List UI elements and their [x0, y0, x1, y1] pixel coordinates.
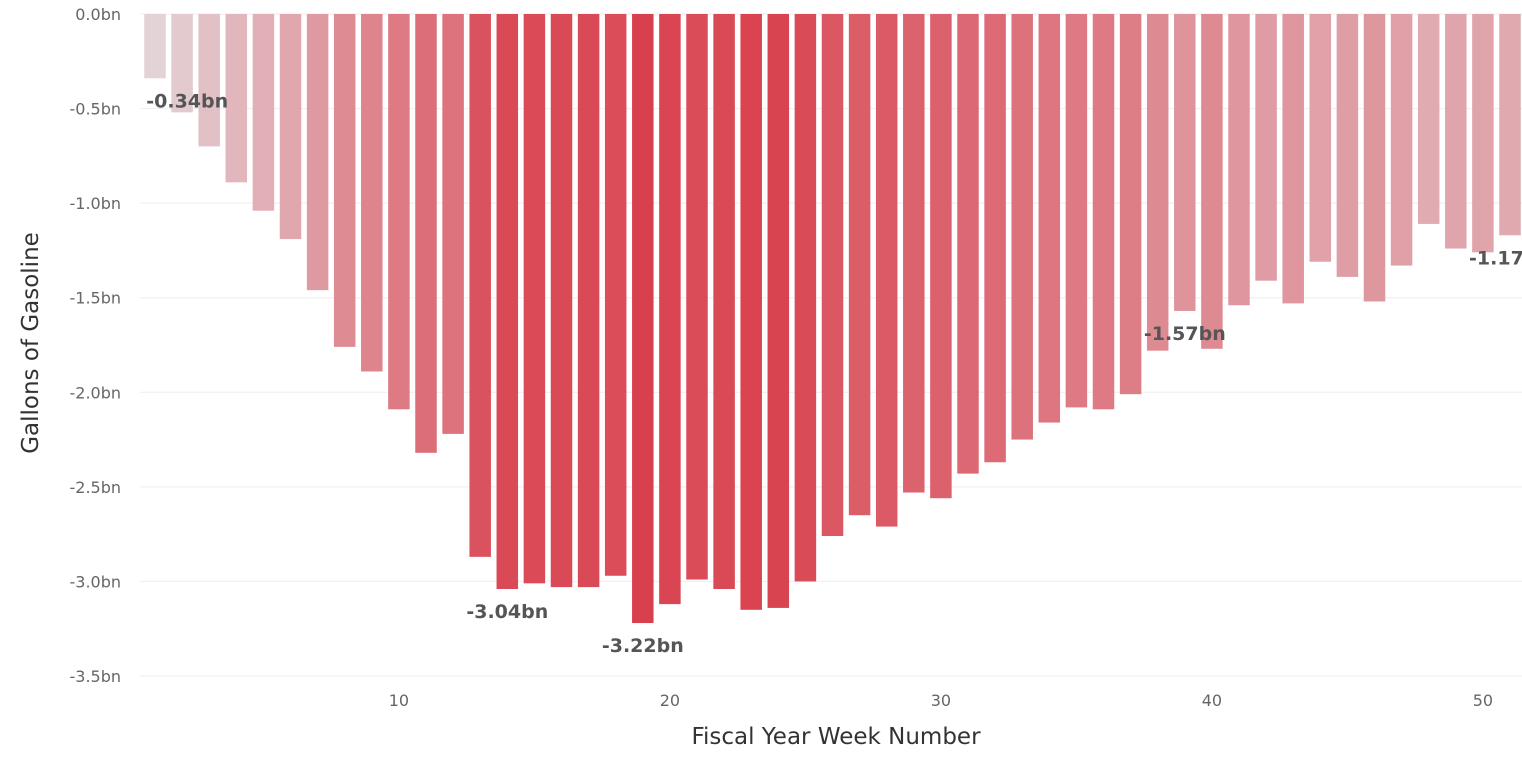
bar-week-28	[875, 14, 898, 527]
bar-week-23	[740, 14, 762, 610]
bar-week-21	[686, 14, 708, 580]
bar-week-47	[1390, 14, 1413, 266]
bar-week-22	[713, 14, 735, 589]
bar-week-27	[848, 14, 871, 516]
x-tick-label: 50	[1473, 691, 1493, 710]
bar-week-40	[1201, 14, 1223, 349]
y-axis-ticks: 0.0bn -0.5bn -1.0bn -1.5bn -2.0bn -2.5bn -3.0b…	[69, 5, 121, 686]
bar-week-48	[1417, 14, 1440, 224]
bar-week-25	[794, 14, 817, 582]
bar-week-33	[1011, 14, 1033, 440]
bar-week-13	[469, 14, 491, 557]
bar-week-14	[496, 14, 519, 589]
x-axis-ticks: 10 20 30 40 50	[389, 691, 1493, 710]
x-tick-label: 30	[931, 691, 951, 710]
data-label-week-19: -3.22bn	[602, 635, 684, 657]
bar-week-26	[821, 14, 844, 537]
bar-week-6	[279, 14, 302, 240]
y-tick-label: -3.5bn	[69, 667, 121, 686]
bar-week-34	[1038, 14, 1061, 423]
bar-week-3	[198, 14, 220, 147]
y-tick-label: 0.0bn	[75, 5, 121, 24]
bar-week-8	[333, 14, 356, 347]
bar-week-30	[930, 14, 952, 499]
bar-week-41	[1228, 14, 1250, 306]
bar-week-18	[604, 14, 627, 576]
bar-week-15	[523, 14, 546, 584]
bar-week-50	[1472, 14, 1494, 253]
y-tick-label: -2.0bn	[69, 383, 121, 402]
bar-week-42	[1255, 14, 1277, 281]
bar-week-20	[659, 14, 681, 605]
bar-week-1	[144, 14, 166, 79]
bar-week-11	[415, 14, 437, 453]
bar-week-46	[1363, 14, 1386, 302]
data-label-week-39: -1.57bn	[1144, 323, 1226, 345]
bar-week-29	[903, 14, 925, 493]
bar-week-10	[388, 14, 410, 410]
bar-week-36	[1092, 14, 1115, 410]
y-tick-label: -1.5bn	[69, 289, 121, 308]
y-tick-label: -1.0bn	[69, 194, 121, 213]
bar-week-37	[1119, 14, 1142, 395]
bars	[144, 14, 1521, 624]
bar-week-43	[1282, 14, 1304, 304]
bar-week-51	[1499, 14, 1521, 236]
bar-week-45	[1336, 14, 1359, 277]
bar-week-9	[361, 14, 383, 372]
bar-week-7	[306, 14, 329, 291]
data-label-week-14: -3.04bn	[466, 601, 548, 623]
bar-week-38	[1146, 14, 1169, 351]
bar-week-4	[225, 14, 248, 183]
bar-week-24	[767, 14, 790, 608]
x-axis-title: Fiscal Year Week Number	[691, 724, 981, 750]
bar-week-2	[171, 14, 193, 113]
x-tick-label: 20	[660, 691, 680, 710]
bar-week-19	[632, 14, 654, 624]
data-label-week-1: -0.34bn	[146, 90, 228, 112]
data-labels: -0.34bn -3.04bn -3.22bn -1.57bn -1.17bn	[146, 90, 1522, 657]
bar-week-49	[1445, 14, 1467, 249]
data-label-week-51: -1.17bn	[1469, 247, 1522, 269]
y-tick-label: -0.5bn	[69, 100, 121, 119]
bar-week-5	[252, 14, 275, 211]
bar-week-39	[1174, 14, 1196, 311]
y-tick-label: -2.5bn	[69, 478, 121, 497]
bar-week-12	[442, 14, 464, 434]
x-tick-label: 10	[389, 691, 409, 710]
bar-week-32	[984, 14, 1006, 463]
x-tick-label: 40	[1202, 691, 1222, 710]
y-tick-label: -3.0bn	[69, 572, 121, 591]
bar-week-17	[577, 14, 600, 588]
bar-week-35	[1065, 14, 1088, 408]
bar-week-31	[957, 14, 979, 474]
bar-week-16	[550, 14, 573, 588]
y-axis-title: Gallons of Gasoline	[18, 232, 44, 454]
bar-week-44	[1309, 14, 1332, 262]
